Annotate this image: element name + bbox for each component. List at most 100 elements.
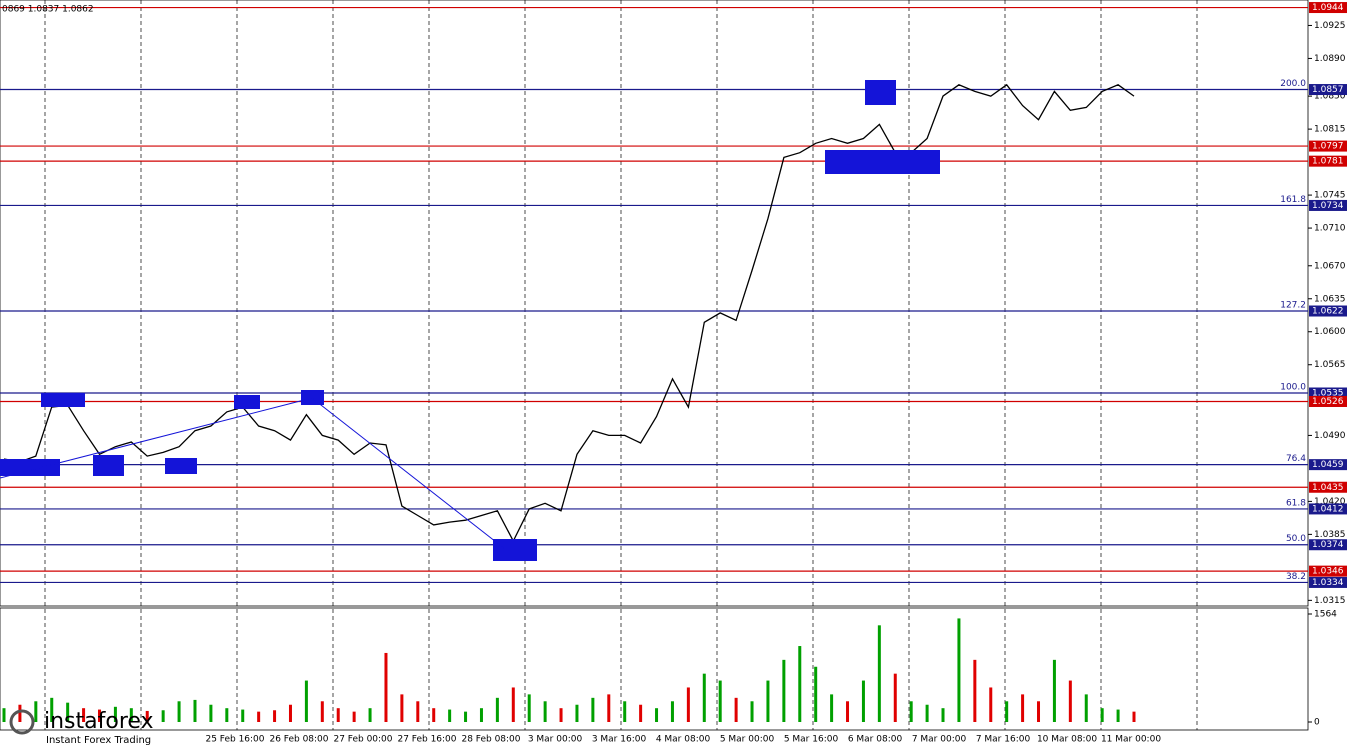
- volume-bar: [559, 708, 563, 722]
- y-tick-label: 1.0565: [1314, 360, 1346, 370]
- level-tag: [1309, 2, 1347, 14]
- volume-bar: [846, 701, 850, 722]
- volume-bar: [288, 704, 292, 722]
- x-tick-label: 3 Mar 16:00: [592, 735, 647, 745]
- volume-bar: [1021, 694, 1025, 722]
- price-line: [3, 83, 1135, 543]
- volume-bar: [352, 711, 356, 722]
- volume-bar: [686, 687, 690, 722]
- volume-bar: [814, 666, 818, 722]
- x-tick-label: 6 Mar 08:00: [848, 735, 903, 745]
- level-label: 1.0346: [1312, 567, 1344, 577]
- level-tag: [1309, 576, 1347, 588]
- volume-bar: [1100, 708, 1104, 722]
- volume-bar: [479, 708, 483, 722]
- volume-bar: [113, 706, 117, 722]
- fib-label: 161.8: [1280, 195, 1306, 205]
- level-label: 1.0622: [1312, 307, 1344, 317]
- y-tick-label: 1.0815: [1314, 125, 1346, 135]
- volume-bar: [639, 704, 643, 722]
- y-tick-label: 1.0315: [1314, 596, 1346, 606]
- level-tag: [1309, 503, 1347, 515]
- level-tag: [1309, 199, 1347, 211]
- volume-bar: [543, 701, 547, 722]
- volume-bar: [320, 701, 324, 722]
- volume-bar: [702, 673, 706, 722]
- volume-bar: [273, 710, 277, 722]
- volume-bar: [957, 618, 961, 722]
- level-label: 1.0334: [1312, 578, 1344, 588]
- volume-bar: [368, 708, 372, 722]
- y-tick-label: 1.0635: [1314, 294, 1346, 304]
- volume-bar: [734, 697, 738, 722]
- volume-bar: [129, 708, 133, 722]
- volume-bar: [209, 704, 213, 722]
- level-label: 1.0526: [1312, 397, 1344, 407]
- x-tick-label: 7 Mar 00:00: [912, 735, 967, 745]
- volume-bar: [575, 704, 579, 722]
- fib-label: 61.8: [1286, 498, 1306, 508]
- volume-bar: [909, 701, 913, 722]
- volume-bar: [400, 694, 404, 722]
- volume-bar: [177, 701, 181, 722]
- y-tick-label: 1.0850: [1314, 92, 1346, 102]
- volume-bar: [670, 701, 674, 722]
- level-label: 1.0374: [1312, 540, 1344, 550]
- fib-label: 127.2: [1280, 301, 1306, 311]
- fib-label: 38.2: [1286, 572, 1306, 582]
- y-tick-label: 1.0490: [1314, 431, 1346, 441]
- volume-bar: [495, 697, 499, 722]
- volume-bar: [416, 701, 420, 722]
- volume-bar: [782, 659, 786, 722]
- y-tick-label: 1.0600: [1314, 327, 1346, 337]
- y-tick-label: 1.0670: [1314, 261, 1346, 271]
- level-label: 1.0535: [1312, 389, 1344, 399]
- volume-bar: [1132, 711, 1136, 722]
- volume-bar: [464, 711, 468, 722]
- level-tag: [1309, 565, 1347, 577]
- volume-bar: [623, 701, 627, 722]
- volume-bar: [750, 701, 754, 722]
- volume-bar: [225, 708, 229, 722]
- x-tick-label: 25 Feb 16:00: [205, 735, 264, 745]
- volume-bar: [97, 709, 101, 722]
- level-label: 1.0944: [1312, 3, 1344, 13]
- volume-bar: [2, 708, 6, 722]
- volume-bar: [1005, 701, 1009, 722]
- volume-panel: [0, 607, 1309, 731]
- volume-bar: [257, 711, 261, 722]
- marks: [0, 6, 1308, 722]
- volume-bar: [989, 687, 993, 722]
- fib-label: 50.0: [1286, 534, 1306, 544]
- header-text: 0869 1.0837 1.0862: [2, 5, 94, 15]
- x-tick-label: 7 Mar 16:00: [976, 735, 1031, 745]
- x-tick-label: 10 Mar 08:00: [1037, 735, 1097, 745]
- volume-bar: [161, 710, 165, 722]
- volume-bar: [877, 625, 881, 722]
- volume-bar: [82, 708, 86, 722]
- volume-bar: [766, 680, 770, 722]
- x-tick-label: 4 Mar 08:00: [656, 735, 711, 745]
- volume-bar: [591, 697, 595, 722]
- level-label: 1.0412: [1312, 504, 1344, 514]
- level-label: 1.0459: [1312, 460, 1344, 470]
- watermark-slogan: Instant Forex Trading: [46, 735, 151, 746]
- level-label: 1.0435: [1312, 483, 1344, 493]
- level-tag: [1309, 481, 1347, 493]
- level-tag: [1309, 395, 1347, 407]
- fib-label: 200.0: [1280, 79, 1306, 89]
- volume-bar: [607, 694, 611, 722]
- y-tick-label: 1.0925: [1314, 21, 1346, 31]
- x-tick-label: 5 Mar 16:00: [784, 735, 839, 745]
- y-tick-label: 1.0710: [1314, 224, 1346, 234]
- level-label: 1.0857: [1312, 85, 1344, 95]
- volume-bar: [1068, 680, 1072, 722]
- volume-bar: [511, 687, 515, 722]
- volume-bar: [50, 697, 54, 722]
- volume-bar: [1116, 709, 1120, 722]
- volume-tick-label: 0: [1314, 718, 1320, 728]
- level-tag: [1309, 387, 1347, 399]
- volume-tick-label: 1564: [1314, 610, 1337, 620]
- volume-bar: [830, 694, 834, 722]
- volume-bar: [432, 708, 436, 722]
